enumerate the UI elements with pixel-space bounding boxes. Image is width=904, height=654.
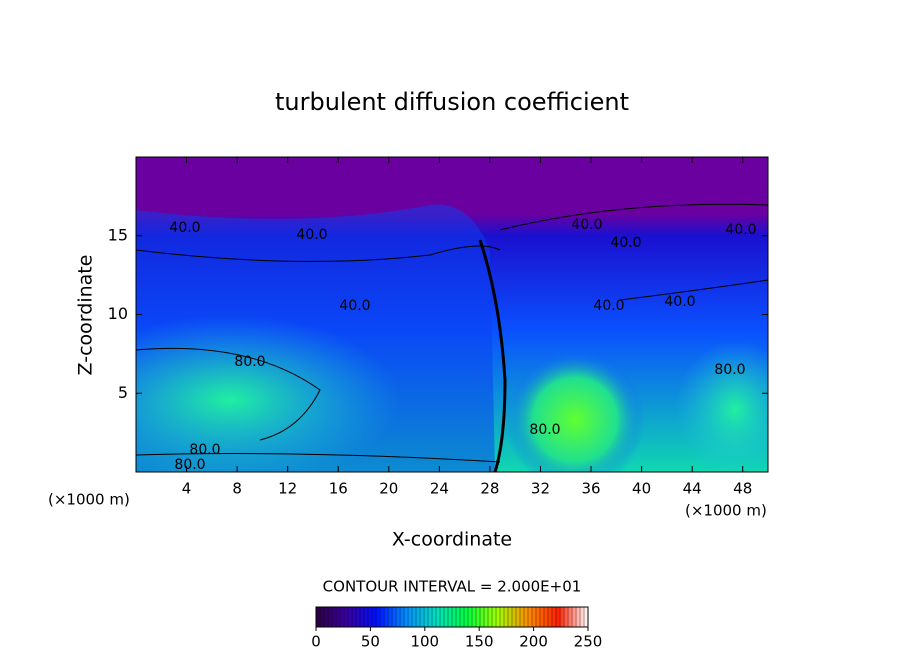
- colorbar-tick-label: 50: [361, 633, 380, 651]
- contour-label: 40.0: [571, 217, 602, 233]
- x-tick-label: 8: [232, 480, 242, 498]
- contour-label: 80.0: [174, 457, 205, 473]
- colorbar-tick-label: 200: [519, 633, 548, 651]
- colorbar-tick-label: 0: [311, 633, 321, 651]
- chart-title: turbulent diffusion coefficient: [275, 88, 629, 116]
- y-tick-label: 10: [108, 304, 128, 323]
- y-tick-label: 5: [118, 383, 128, 402]
- contour-label: 40.0: [725, 222, 756, 238]
- field: [136, 157, 768, 472]
- x-tick-label: 44: [683, 480, 702, 498]
- contour-label: 40.0: [296, 227, 327, 243]
- contour-label: 40.0: [169, 220, 200, 236]
- x-unit: (×1000 m): [685, 502, 767, 520]
- contour-interval: CONTOUR INTERVAL = 2.000E+01: [323, 578, 582, 596]
- x-tick-label: 36: [581, 480, 600, 498]
- contour-label: 80.0: [189, 442, 220, 458]
- colorbar: [315, 606, 589, 628]
- x-tick-label: 32: [531, 480, 550, 498]
- x-tick-label: 16: [329, 480, 348, 498]
- colorbar-tick-label: 150: [465, 633, 494, 651]
- x-unit: (×1000 m): [48, 491, 130, 509]
- contour-label: 40.0: [593, 298, 624, 314]
- x-tick-label: 48: [733, 480, 752, 498]
- y-tick-label: 15: [108, 225, 128, 244]
- x-tick-label: 20: [379, 480, 398, 498]
- contour-label: 40.0: [664, 294, 695, 310]
- x-tick-label: 28: [480, 480, 499, 498]
- x-tick-label: 40: [632, 480, 651, 498]
- contour-label: 40.0: [610, 235, 641, 251]
- y-axis-label: Z-coordinate: [75, 255, 97, 376]
- colorbar-tick-label: 250: [574, 633, 603, 651]
- x-tick-label: 12: [278, 480, 297, 498]
- contour-label: 80.0: [234, 354, 265, 370]
- contour-label: 40.0: [339, 298, 370, 314]
- colorbar-tick-label: 100: [410, 633, 439, 651]
- contour-label: 80.0: [714, 362, 745, 378]
- x-tick-label: 24: [430, 480, 449, 498]
- x-tick-label: 4: [182, 480, 192, 498]
- x-axis-label: X-coordinate: [392, 529, 512, 551]
- contour-label: 80.0: [529, 422, 560, 438]
